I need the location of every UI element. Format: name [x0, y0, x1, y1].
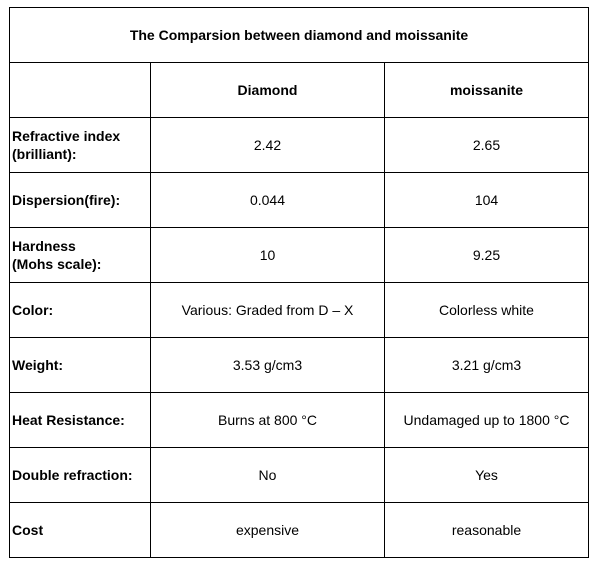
row-label-color: Color: [9, 282, 151, 338]
table-row: Color: Various: Graded from D – X Colorl… [9, 282, 590, 338]
row-label-dispersion: Dispersion(fire): [9, 172, 151, 228]
diamond-value: Various: Graded from D – X [150, 282, 385, 338]
moissanite-value: reasonable [383, 502, 590, 558]
row-label-line: Hardness [12, 238, 76, 254]
table-row: Dispersion(fire): 0.044 104 [9, 172, 590, 228]
moissanite-value: Undamaged up to 1800 °C [383, 392, 590, 448]
title-row: The Comparsion between diamond and moiss… [8, 7, 590, 63]
header-moissanite: moissanite [383, 62, 590, 118]
row-label-line: (Mohs scale): [12, 256, 102, 272]
table-title: The Comparsion between diamond and moiss… [8, 7, 590, 63]
row-label-heat-resistance: Heat Resistance: [9, 392, 151, 448]
row-label-cost: Cost [9, 502, 151, 558]
header-corner-cell [9, 62, 151, 118]
moissanite-value: 9.25 [383, 227, 590, 283]
row-label-weight: Weight: [9, 337, 151, 393]
moissanite-value: Colorless white [383, 282, 590, 338]
moissanite-value: 2.65 [383, 117, 590, 173]
row-label-refractive-index: Refractive index (brilliant): [9, 117, 151, 173]
table-row: Hardness (Mohs scale): 10 9.25 [9, 227, 590, 283]
moissanite-value: 3.21 g/cm3 [383, 337, 590, 393]
diamond-value: Burns at 800 °C [150, 392, 385, 448]
moissanite-value: 104 [383, 172, 590, 228]
diamond-value: expensive [150, 502, 385, 558]
diamond-value: 10 [150, 227, 385, 283]
diamond-value: 2.42 [150, 117, 385, 173]
table-row: Cost expensive reasonable [9, 502, 590, 558]
table-row: Refractive index (brilliant): 2.42 2.65 [9, 117, 590, 173]
row-label-line: (brilliant): [12, 146, 77, 162]
diamond-value: 0.044 [150, 172, 385, 228]
header-row: Diamond moissanite [9, 62, 590, 118]
table-row: Weight: 3.53 g/cm3 3.21 g/cm3 [9, 337, 590, 393]
row-label-line: Refractive index [12, 128, 121, 144]
comparison-table: The Comparsion between diamond and moiss… [8, 7, 590, 558]
row-label-hardness: Hardness (Mohs scale): [9, 227, 151, 283]
table-row: Heat Resistance: Burns at 800 °C Undamag… [9, 392, 590, 448]
header-diamond: Diamond [150, 62, 385, 118]
moissanite-value: Yes [383, 447, 590, 503]
diamond-value: No [150, 447, 385, 503]
diamond-value: 3.53 g/cm3 [150, 337, 385, 393]
table-row: Double refraction: No Yes [9, 447, 590, 503]
row-label-double-refraction: Double refraction: [9, 447, 151, 503]
